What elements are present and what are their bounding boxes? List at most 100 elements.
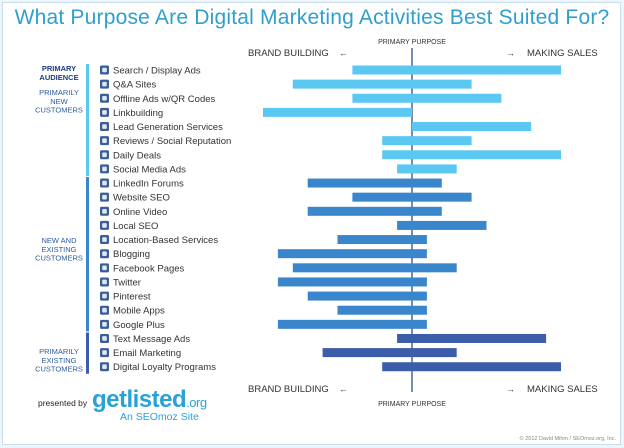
- audience-accent-bar-2: [86, 332, 89, 374]
- envelope-icon: [100, 348, 109, 358]
- audience-group-line: CUSTOMERS: [35, 365, 83, 374]
- search-icon-detail: [102, 67, 107, 73]
- sms-bubble-icon: [100, 333, 109, 343]
- bar: [307, 206, 442, 216]
- activity-label: Blogging: [113, 249, 150, 260]
- envelope-icon-detail: [102, 350, 107, 355]
- bar: [352, 93, 502, 103]
- rss-icon: [100, 249, 109, 259]
- magnifier-icon: [100, 192, 109, 202]
- bar: [412, 122, 532, 132]
- facebook-icon: [100, 263, 109, 273]
- tag-icon-detail: [102, 152, 107, 158]
- bar: [352, 192, 472, 202]
- video-camera-icon: [100, 206, 109, 216]
- bar-layer: [263, 65, 561, 372]
- audience-group-line: CUSTOMERS: [35, 106, 83, 115]
- axis-right-bottom-label: MAKING SALES: [527, 384, 598, 395]
- bar: [277, 319, 427, 329]
- bar: [322, 348, 457, 358]
- logo-suffix: .org: [186, 395, 207, 410]
- audience-group-line: NEW: [50, 97, 68, 106]
- label-layer: Search / Display Ads Q&A Sites Offline Ads…: [100, 65, 231, 373]
- tag-icon: [100, 150, 109, 160]
- audience-group-label: PRIMARILY NEW CUSTOMERS: [35, 88, 83, 115]
- linkedin-icon-detail: [102, 180, 107, 186]
- chart-title: What Purpose Are Digital Marketing Activ…: [14, 6, 610, 29]
- facebook-icon-detail: [102, 265, 107, 271]
- logo-main: getlisted: [92, 386, 187, 413]
- activity-label: Search / Display Ads: [113, 66, 201, 77]
- bar: [277, 249, 427, 259]
- copyright-text: © 2012 David Mihm / SEOmoz.org, Inc.: [519, 436, 616, 442]
- handshake-icon-detail: [102, 124, 107, 129]
- activity-label: Email Marketing: [113, 348, 181, 359]
- qa-bubbles-icon-detail: [102, 81, 107, 87]
- loyalty-grid-icon-detail: [102, 364, 107, 370]
- activity-label: Local SEO: [113, 221, 158, 232]
- audience-accent-bar-0: [86, 64, 89, 176]
- activity-label: Facebook Pages: [113, 263, 185, 274]
- map-pin-icon: [100, 220, 109, 230]
- handshake-icon: [100, 122, 109, 132]
- getlisted-logo[interactable]: getlisted.org: [92, 386, 207, 414]
- audience-group-line: NEW AND: [41, 236, 77, 245]
- speech-bubble-icon: [100, 136, 109, 146]
- link-icon-detail: [102, 110, 107, 115]
- audience-group-label: PRIMARILY EXISTING CUSTOMERS: [35, 347, 83, 374]
- audience-group-label: NEW AND EXISTING CUSTOMERS: [35, 236, 83, 263]
- axis-right-top-label: MAKING SALES: [527, 48, 598, 59]
- bar: [352, 65, 561, 75]
- activity-label: Pinterest: [113, 292, 151, 303]
- activity-label: Text Message Ads: [113, 334, 190, 345]
- arrow-right-icon: →: [506, 48, 515, 58]
- axis-layer: PRIMARY PURPOSE BRAND BUILDING MAKING SALE…: [248, 39, 598, 408]
- presented-by-text: presented by: [38, 398, 88, 408]
- linkedin-icon: [100, 178, 109, 188]
- pinterest-icon-detail: [102, 293, 107, 299]
- axis-center-bottom-label: PRIMARY PURPOSE: [378, 401, 446, 408]
- activity-label: Digital Loyalty Programs: [113, 362, 216, 373]
- search-icon: [100, 65, 109, 75]
- twitter-bird-icon: [100, 277, 109, 287]
- activity-label: Location-Based Services: [113, 235, 218, 246]
- megaphone-icon: [100, 164, 109, 174]
- arrow-right-icon: →: [506, 384, 515, 394]
- logo-subtitle: An SEOmoz Site: [120, 411, 199, 423]
- axis-left-bottom-label: BRAND BUILDING: [248, 384, 329, 395]
- location-person-icon-detail: [102, 237, 107, 242]
- android-icon-detail: [102, 307, 107, 313]
- android-icon: [100, 305, 109, 315]
- bar: [382, 136, 472, 146]
- audience-group-line: EXISTING: [41, 245, 76, 254]
- activity-label: Q&A Sites: [113, 80, 157, 91]
- activity-label: Online Video: [113, 207, 167, 218]
- speech-bubble-icon-detail: [102, 138, 107, 143]
- qa-bubbles-icon: [100, 79, 109, 89]
- activity-label: Website SEO: [113, 193, 170, 204]
- activity-label: Google Plus: [113, 320, 165, 331]
- arrow-left-icon: ←: [339, 384, 348, 394]
- sms-bubble-icon-detail: [102, 336, 107, 341]
- activity-label: Lead Generation Services: [113, 122, 223, 133]
- video-camera-icon-detail: [102, 209, 107, 214]
- audience-group-line: PRIMARILY: [39, 88, 79, 97]
- location-person-icon: [100, 235, 109, 245]
- bar: [307, 178, 442, 188]
- activity-label: LinkedIn Forums: [113, 179, 184, 190]
- bar: [397, 164, 457, 174]
- audience-group-line: CUSTOMERS: [35, 254, 83, 263]
- audience-group-line: EXISTING: [41, 356, 76, 365]
- activity-label: Social Media Ads: [113, 164, 186, 175]
- bar: [337, 235, 427, 245]
- magnifier-icon-detail: [102, 194, 107, 200]
- bar: [292, 79, 472, 89]
- audience-accent-bar-1: [86, 177, 89, 332]
- loyalty-grid-icon: [100, 362, 109, 372]
- qr-code-icon: [100, 93, 109, 103]
- link-icon: [100, 107, 109, 117]
- bar: [307, 291, 427, 301]
- bar: [337, 305, 427, 315]
- bar: [397, 333, 547, 343]
